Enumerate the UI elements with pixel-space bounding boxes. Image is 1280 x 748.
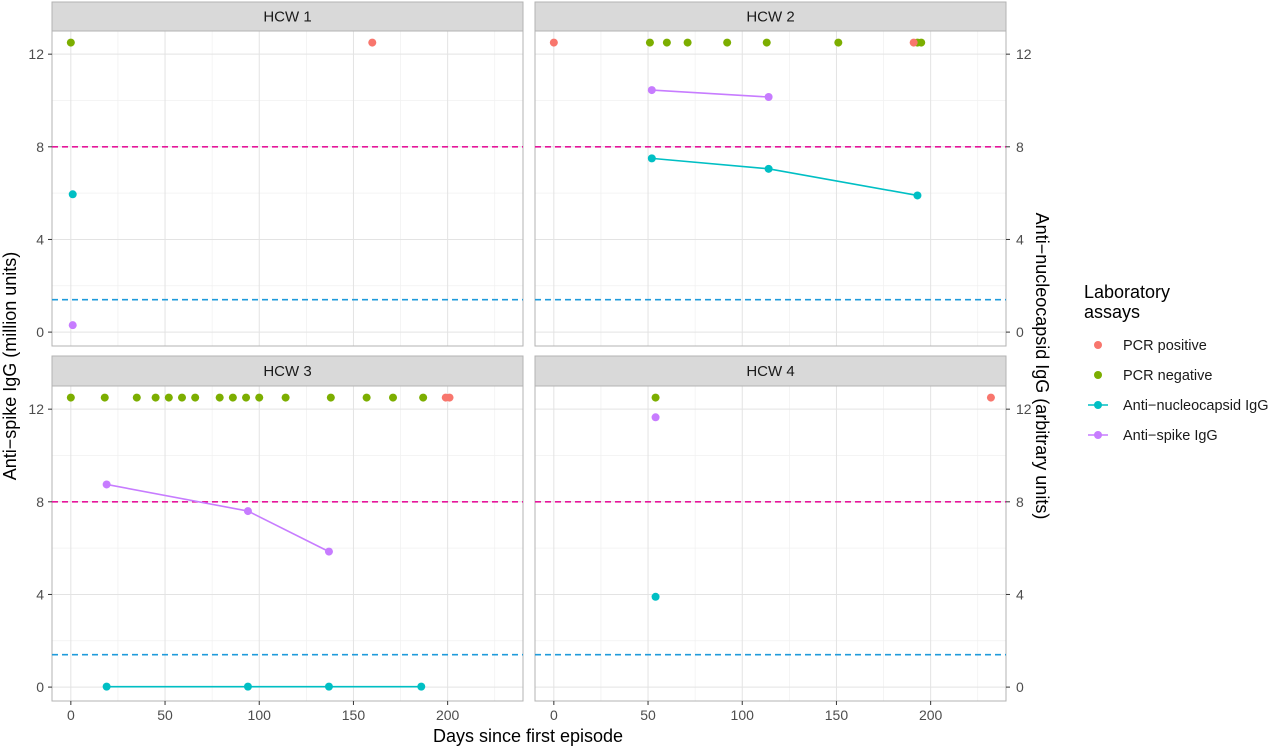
y-right-tick-label: 8: [1016, 139, 1024, 155]
hcw-3-pcr-negative-point: [419, 393, 428, 402]
legend-key-point: [1094, 341, 1102, 349]
y-right-tick-label: 0: [1016, 324, 1024, 340]
y-tick-label: 12: [28, 401, 44, 417]
hcw-3-pcr-negative-point: [389, 393, 398, 402]
x-tick-label: 150: [342, 707, 366, 723]
hcw-3-anti-spike-point: [102, 480, 111, 489]
x-tick-label: 100: [731, 707, 755, 723]
hcw-4-pcr-negative-point: [651, 393, 660, 402]
hcw-2-anti-nucleocapsid-point: [913, 191, 922, 200]
hcw-4-anti-nucleocapsid-point: [651, 592, 660, 601]
hcw-2-anti-spike-point: [764, 93, 773, 102]
hcw-4-pcr-positive-point: [986, 393, 995, 402]
hcw-2-pcr-negative-point: [662, 38, 671, 47]
hcw-2-anti-spike-point: [647, 86, 656, 95]
legend-title-line: Laboratory: [1084, 282, 1170, 302]
hcw-2-pcr-positive-point: [549, 38, 558, 47]
hcw-2-pcr-negative-point: [762, 38, 771, 47]
y-tick-label: 4: [36, 586, 44, 602]
hcw-3-pcr-positive-point: [445, 393, 454, 402]
hcw-3-pcr-negative-point: [100, 393, 109, 402]
y-tick-label: 8: [36, 494, 44, 510]
y-axis-title-left: Anti−spike IgG (million units): [0, 252, 20, 481]
hcw-3-pcr-negative-point: [228, 393, 237, 402]
hcw-3-pcr-negative-point: [242, 393, 251, 402]
hcw-3-pcr-negative-point: [191, 393, 200, 402]
legend-label: Anti−nucleocapsid IgG: [1123, 398, 1269, 414]
hcw-3-pcr-negative-point: [177, 393, 186, 402]
hcw-1-anti-nucleocapsid-point: [68, 190, 77, 199]
hcw-2-panel-background: [535, 31, 1006, 346]
y-right-tick-label: 4: [1016, 231, 1024, 247]
hcw-1-panel-background: [52, 31, 523, 346]
x-tick-label: 0: [550, 707, 558, 723]
x-tick-label: 200: [436, 707, 460, 723]
y-axis-title-right: Anti−nucleocapsid IgG (arbitrary units): [1032, 213, 1052, 520]
hcw-3-strip: [51, 355, 524, 387]
x-tick-label: 150: [825, 707, 849, 723]
x-tick-label: 100: [248, 707, 272, 723]
hcw-3-anti-nucleocapsid-point: [324, 682, 333, 691]
hcw-4-anti-spike-point: [651, 413, 660, 422]
facet-label: HCW 1: [263, 9, 311, 26]
hcw-3-pcr-negative-point: [281, 393, 290, 402]
facet-label: HCW 4: [746, 363, 794, 380]
hcw-1-pcr-positive-point: [368, 38, 377, 47]
hcw-2-pcr-negative-point: [917, 38, 926, 47]
hcw-4-panel-background: [535, 386, 1006, 701]
hcw-3-pcr-negative-point: [66, 393, 75, 402]
y-right-tick-label: 8: [1016, 494, 1024, 510]
hcw-4-strip: [534, 355, 1007, 387]
hcw-2-pcr-negative-point: [683, 38, 692, 47]
x-axis-title: Days since first episode: [433, 726, 623, 746]
hcw-3-anti-nucleocapsid-point: [243, 682, 252, 691]
hcw-1-anti-spike-point: [68, 321, 77, 330]
hcw-2-anti-nucleocapsid-point: [647, 154, 656, 163]
hcw-3-pcr-negative-point: [326, 393, 335, 402]
hcw-3-anti-nucleocapsid-point: [102, 682, 111, 691]
facet-label: HCW 2: [746, 9, 794, 26]
y-right-tick-label: 4: [1016, 586, 1024, 602]
hcw-3-pcr-negative-point: [255, 393, 264, 402]
hcw-2-strip: [534, 1, 1007, 32]
x-tick-label: 50: [640, 707, 656, 723]
y-tick-label: 4: [36, 231, 44, 247]
y-right-tick-label: 12: [1016, 401, 1032, 417]
x-tick-label: 200: [919, 707, 943, 723]
legend-label: PCR negative: [1123, 368, 1212, 384]
legend-key-point: [1094, 431, 1102, 439]
y-tick-label: 0: [36, 324, 44, 340]
hcw-3-anti-nucleocapsid-point: [417, 682, 426, 691]
hcw-3-anti-spike-point: [243, 507, 252, 516]
hcw-2-pcr-positive-point: [909, 38, 918, 47]
hcw-3-pcr-negative-point: [362, 393, 371, 402]
y-right-tick-label: 0: [1016, 679, 1024, 695]
hcw-2-anti-nucleocapsid-point: [764, 164, 773, 173]
legend-label: Anti−spike IgG: [1123, 428, 1218, 444]
hcw-3-pcr-negative-point: [132, 393, 141, 402]
y-tick-label: 0: [36, 679, 44, 695]
y-right-tick-label: 12: [1016, 46, 1032, 62]
x-tick-label: 50: [157, 707, 173, 723]
hcw-1-pcr-negative-point: [66, 38, 75, 47]
hcw-3-panel-background: [52, 386, 523, 701]
hcw-2-pcr-negative-point: [723, 38, 732, 47]
y-tick-label: 8: [36, 139, 44, 155]
x-tick-label: 0: [67, 707, 75, 723]
hcw-3-anti-spike-point: [324, 547, 333, 556]
legend-key-point: [1094, 371, 1102, 379]
y-tick-label: 12: [28, 46, 44, 62]
hcw-1-strip: [51, 1, 524, 32]
hcw-3-pcr-negative-point: [164, 393, 173, 402]
hcw-2-pcr-negative-point: [834, 38, 843, 47]
hcw-2-pcr-negative-point: [645, 38, 654, 47]
legend-key-point: [1094, 401, 1102, 409]
legend-title-line: assays: [1084, 302, 1140, 322]
hcw-2-anti-spike-line: [651, 89, 769, 98]
facet-label: HCW 3: [263, 363, 311, 380]
hcw-3-pcr-negative-point: [151, 393, 160, 402]
hcw-3-pcr-negative-point: [215, 393, 224, 402]
legend-label: PCR positive: [1123, 338, 1207, 354]
